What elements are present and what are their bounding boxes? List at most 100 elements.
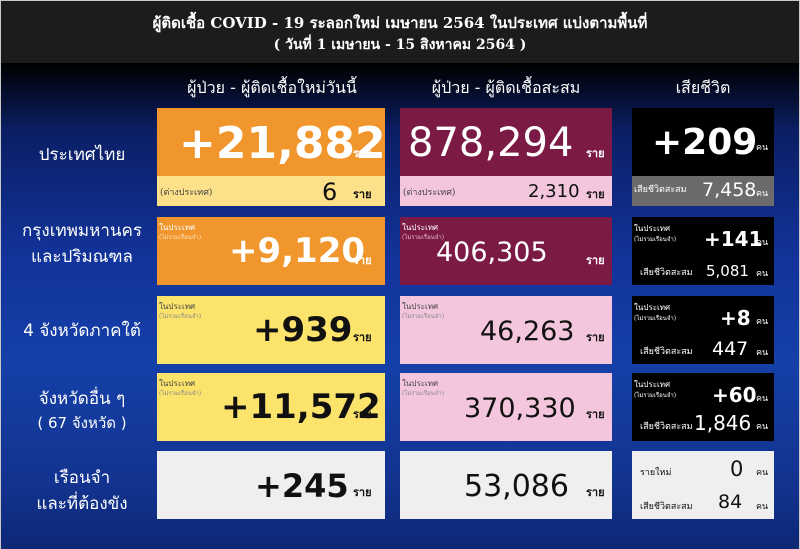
value-thailand-deaths-cum: 7,458	[702, 179, 757, 201]
row-label-bangkok-1: กรุงเทพมหานคร	[21, 221, 143, 241]
label-south-total-excl: (ไม่รวมเรือนจำ)	[402, 313, 445, 320]
label-bangkok-deaths-excl: (ไม่รวมเรือนจำ)	[634, 236, 677, 243]
card-south-deaths: ในประเทศ (ไม่รวมเรือนจำ) +8 คน เสียชีวิต…	[632, 296, 774, 364]
value-bangkok-deaths-new: +141	[704, 227, 763, 251]
label-south-deaths-excl: (ไม่รวมเรือนจำ)	[634, 315, 677, 322]
unit-thailand-deaths-cum: คน	[756, 189, 769, 199]
unit-prison-new: ราย	[353, 486, 372, 499]
value-south-new: +939	[253, 310, 353, 350]
label-thailand-total-overseas: (ต่างประเทศ)	[403, 188, 456, 198]
label-prison-deaths-new: รายใหม่	[640, 468, 672, 478]
card-bangkok-deaths: ในประเทศ (ไม่รวมเรือนจำ) +141 คน เสียชีว…	[632, 217, 774, 285]
value-prison-deaths-new: 0	[730, 457, 744, 481]
value-other-total: 370,330	[464, 393, 576, 424]
label-south-new-domestic: ในประเทศ	[159, 302, 196, 311]
label-other-total-domestic: ในประเทศ	[402, 379, 439, 388]
label-bangkok-total-domestic: ในประเทศ	[402, 223, 439, 232]
row-label-other-1: จังหวัดอื่น ๆ	[38, 389, 126, 409]
unit-prison-total: ราย	[586, 486, 605, 499]
row-label-bangkok-2: และปริมณฑล	[31, 247, 133, 267]
unit-prison-deaths-new: คน	[756, 468, 769, 478]
label-other-deaths-domestic: ในประเทศ	[634, 380, 671, 389]
value-south-deaths-new: +8	[720, 306, 751, 330]
card-south-new: ในประเทศ (ไม่รวมเรือนจำ) +939 ราย	[157, 296, 385, 364]
unit-thailand-new-overseas: ราย	[353, 188, 372, 201]
label-other-deaths-excl: (ไม่รวมเรือนจำ)	[634, 392, 677, 399]
unit-thailand-new: ราย	[353, 147, 372, 160]
label-thailand-new-overseas: (ต่างประเทศ)	[160, 188, 213, 198]
row-label-other-2: ( 67 จังหวัด )	[37, 414, 127, 432]
card-thailand-total-overseas: (ต่างประเทศ) 2,310 ราย	[400, 176, 612, 206]
label-south-deaths-domestic: ในประเทศ	[634, 303, 671, 312]
value-bangkok-new: +9,120	[229, 231, 366, 271]
label-other-new-domestic: ในประเทศ	[159, 379, 196, 388]
label-bangkok-deaths-domestic: ในประเทศ	[634, 224, 671, 233]
value-prison-new: +245	[255, 467, 349, 505]
unit-south-deaths-new: คน	[756, 317, 769, 327]
value-thailand-new-overseas: 6	[322, 178, 338, 206]
value-bangkok-total: 406,305	[436, 237, 548, 268]
unit-bangkok-new: ราย	[353, 254, 372, 267]
value-thailand-total: 878,294	[408, 120, 574, 166]
unit-bangkok-total: ราย	[586, 254, 605, 267]
unit-other-total: ราย	[586, 408, 605, 421]
card-thailand-deaths-cum: เสียชีวิตสะสม 7,458 คน	[632, 176, 774, 206]
label-other-deaths-cum: เสียชีวิตสะสม	[640, 422, 693, 432]
unit-bangkok-deaths-new: คน	[756, 238, 769, 248]
unit-thailand-deaths-new: คน	[756, 143, 769, 153]
row-label-south: 4 จังหวัดภาคใต้	[23, 321, 141, 341]
card-other-total: ในประเทศ (ไม่รวมเรือนจำ) 370,330 ราย	[400, 373, 612, 441]
label-thailand-deaths-cum: เสียชีวิตสะสม	[634, 185, 687, 195]
value-prison-deaths-cum: 84	[718, 491, 743, 513]
column-header-total: ผู้ป่วย - ผู้ติดเชื้อสะสม	[431, 78, 581, 97]
label-bangkok-total-excl: (ไม่รวมเรือนจำ)	[402, 234, 445, 241]
value-thailand-total-overseas: 2,310	[528, 181, 580, 202]
value-south-deaths-cum: 447	[712, 338, 749, 360]
label-bangkok-deaths-cum: เสียชีวิตสะสม	[640, 268, 693, 278]
card-thailand-new: +21,882 ราย	[157, 108, 386, 176]
title-line-2: ( วันที่ 1 เมษายน - 15 สิงหาคม 2564 )	[273, 37, 527, 53]
value-thailand-new: +21,882	[179, 118, 386, 169]
row-label-prison-2: และที่ต้องขัง	[36, 494, 128, 514]
value-other-deaths-cum: 1,846	[694, 411, 752, 435]
value-thailand-deaths-new: +209	[652, 122, 758, 163]
value-bangkok-deaths-cum: 5,081	[706, 262, 749, 280]
card-prison-new: +245 ราย	[157, 451, 385, 519]
card-other-new: ในประเทศ (ไม่รวมเรือนจำ) +11,572 ราย	[157, 373, 385, 441]
unit-prison-deaths-cum: คน	[756, 502, 769, 512]
label-bangkok-new-excl: (ไม่รวมเรือนจำ)	[159, 234, 202, 241]
unit-thailand-total: ราย	[586, 147, 605, 160]
card-bangkok-new: ในประเทศ (ไม่รวมเรือนจำ) +9,120 ราย	[157, 217, 385, 285]
title-bar: ผู้ติดเชื้อ COVID - 19 ระลอกใหม่ เมษายน …	[1, 1, 799, 63]
label-other-total-excl: (ไม่รวมเรือนจำ)	[402, 390, 445, 397]
row-label-thailand: ประเทศไทย	[38, 145, 126, 165]
unit-other-deaths-new: คน	[756, 394, 769, 404]
row-label-prison-1: เรือนจำ	[53, 468, 111, 488]
title-line-1: ผู้ติดเชื้อ COVID - 19 ระลอกใหม่ เมษายน …	[152, 14, 648, 32]
card-thailand-total: 878,294 ราย	[400, 108, 612, 176]
column-header-new: ผู้ป่วย - ผู้ติดเชื้อใหม่วันนี้	[187, 78, 357, 97]
card-prison-deaths: รายใหม่ 0 คน เสียชีวิตสะสม 84 คน	[632, 451, 774, 519]
card-prison-total: 53,086 ราย	[400, 451, 612, 519]
unit-thailand-total-overseas: ราย	[586, 188, 605, 201]
label-other-new-excl: (ไม่รวมเรือนจำ)	[159, 390, 202, 397]
label-south-new-excl: (ไม่รวมเรือนจำ)	[159, 313, 202, 320]
unit-other-new: ราย	[353, 408, 372, 421]
value-prison-total: 53,086	[464, 469, 569, 504]
column-header-deaths: เสียชีวิต	[675, 78, 731, 97]
value-south-total: 46,263	[480, 316, 575, 347]
card-thailand-deaths: +209 คน	[632, 108, 774, 176]
unit-south-new: ราย	[353, 331, 372, 344]
unit-other-deaths-cum: คน	[756, 422, 769, 432]
unit-bangkok-deaths-cum: คน	[756, 269, 769, 279]
label-bangkok-new-domestic: ในประเทศ	[159, 223, 196, 232]
card-thailand-new-overseas: (ต่างประเทศ) 6 ราย	[157, 176, 385, 206]
unit-south-total: ราย	[586, 331, 605, 344]
card-bangkok-total: ในประเทศ (ไม่รวมเรือนจำ) 406,305 ราย	[400, 217, 612, 285]
unit-south-deaths-cum: คน	[756, 348, 769, 358]
label-south-total-domestic: ในประเทศ	[402, 302, 439, 311]
label-prison-deaths-cum: เสียชีวิตสะสม	[640, 502, 693, 512]
card-south-total: ในประเทศ (ไม่รวมเรือนจำ) 46,263 ราย	[400, 296, 612, 364]
card-other-deaths: ในประเทศ (ไม่รวมเรือนจำ) +60 คน เสียชีวิ…	[632, 373, 774, 441]
value-other-deaths-new: +60	[712, 383, 757, 407]
